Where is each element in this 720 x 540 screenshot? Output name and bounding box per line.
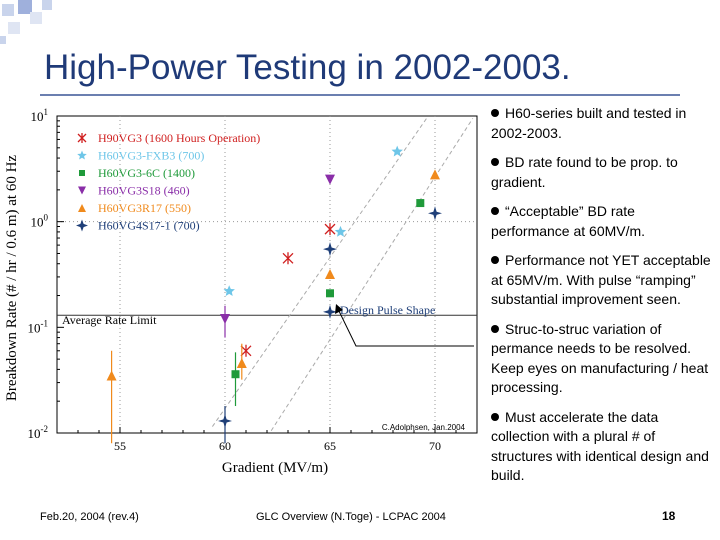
data-point [326,289,334,298]
plot-frame [56,115,478,434]
data-point [416,199,425,208]
legend: H90VG3 (1600 Hours Operation) H60VG3-FXB3… [76,131,260,233]
title-divider [40,94,680,96]
data-point [236,357,247,368]
legend-marker [77,133,87,143]
data-point [223,285,235,296]
legend-label: H90VG3 (1600 Hours Operation) [98,131,260,145]
data-point [220,313,230,324]
footer-center: GLC Overview (N.Toge) - LCPAC 2004 [256,511,446,523]
y-tick-label: 100 [31,213,49,230]
fit-lines [211,118,474,432]
chart-credit: C.Adolphsen, Jan.2004 [382,423,466,432]
design-pulse-arrowhead [335,304,343,314]
y-tick-label: 10-1 [28,318,49,335]
bullet-item: Struc-to-struc variation of permance nee… [491,320,709,395]
bullet-dot-icon [491,158,499,166]
bullet-dot-icon [491,412,499,421]
data-point [430,169,440,180]
legend-label: H60VG3-6C (1400) [98,166,195,180]
design-pulse-arrow [337,308,474,347]
breakdown-rate-chart: 55 60 65 70 101 100 10-1 10-2 H90VG3 (1600 Hour… [4,107,478,476]
x-tick-label: 55 [114,439,126,453]
grid-lines [57,116,477,433]
bullet-item: BD rate found to be prop. to gradient. [491,154,678,190]
bullet-item: Must accelerate the data collection with… [491,408,709,483]
corner-decoration [0,0,60,44]
y-tick-label: 101 [31,107,49,124]
data-marks [106,145,442,444]
legend-marker [78,186,86,195]
y-axis-label: Breakdown Rate (# / hr / 0.6 m) at 60 Hz [4,155,20,402]
bullet-list: H60-series built and tested in 2002-2003… [491,104,717,496]
legend-label: H60VG4S17-1 (700) [98,219,200,233]
legend-label: H60VG3R17 (550) [98,201,191,215]
data-point [325,174,335,185]
fit-line [270,118,474,432]
data-point [323,304,337,319]
x-tick-label: 60 [219,439,231,453]
x-axis-label: Gradient (MV/m) [222,460,328,476]
bullet-dot-icon [491,256,499,264]
bullet-item: “Acceptable” BD rate performance at 60MV… [491,203,646,239]
legend-label: H60VG3-FXB3 (700) [98,149,204,163]
data-point [240,344,252,357]
average-rate-limit-label: Average Rate Limit [62,313,157,327]
fit-line [211,118,428,427]
data-point [428,206,442,221]
data-point [282,252,294,265]
legend-marker [79,170,85,176]
data-point [391,145,403,157]
design-pulse-label: Design Pulse Shape [340,303,435,317]
data-point [231,370,240,379]
bullet-dot-icon [491,207,499,215]
bullet-dot-icon [491,109,499,117]
x-tick-label: 70 [429,439,441,453]
data-point [325,268,335,279]
bullet-item: Performance not YET acceptable at 65MV/m… [491,252,711,307]
footer-date: Feb.20, 2004 (rev.4) [40,511,139,523]
data-point [324,223,336,236]
legend-marker [76,219,88,232]
page-number: 18 [662,509,676,523]
legend-label: H60VG3S18 (460) [98,184,190,198]
y-tick-label: 10-2 [28,424,49,441]
data-point [106,370,117,381]
data-point [323,242,337,257]
x-tick-label: 65 [324,439,336,453]
legend-marker [77,150,87,160]
slide-title: High-Power Testing in 2002-2003. [44,48,571,87]
data-point [218,413,232,428]
data-point [334,225,347,237]
bullet-dot-icon [491,324,499,333]
legend-marker [78,204,86,212]
axis-ticks: 55 60 65 70 101 100 10-1 10-2 [28,107,457,453]
bullet-item: H60-series built and tested in 2002-2003… [491,105,687,141]
